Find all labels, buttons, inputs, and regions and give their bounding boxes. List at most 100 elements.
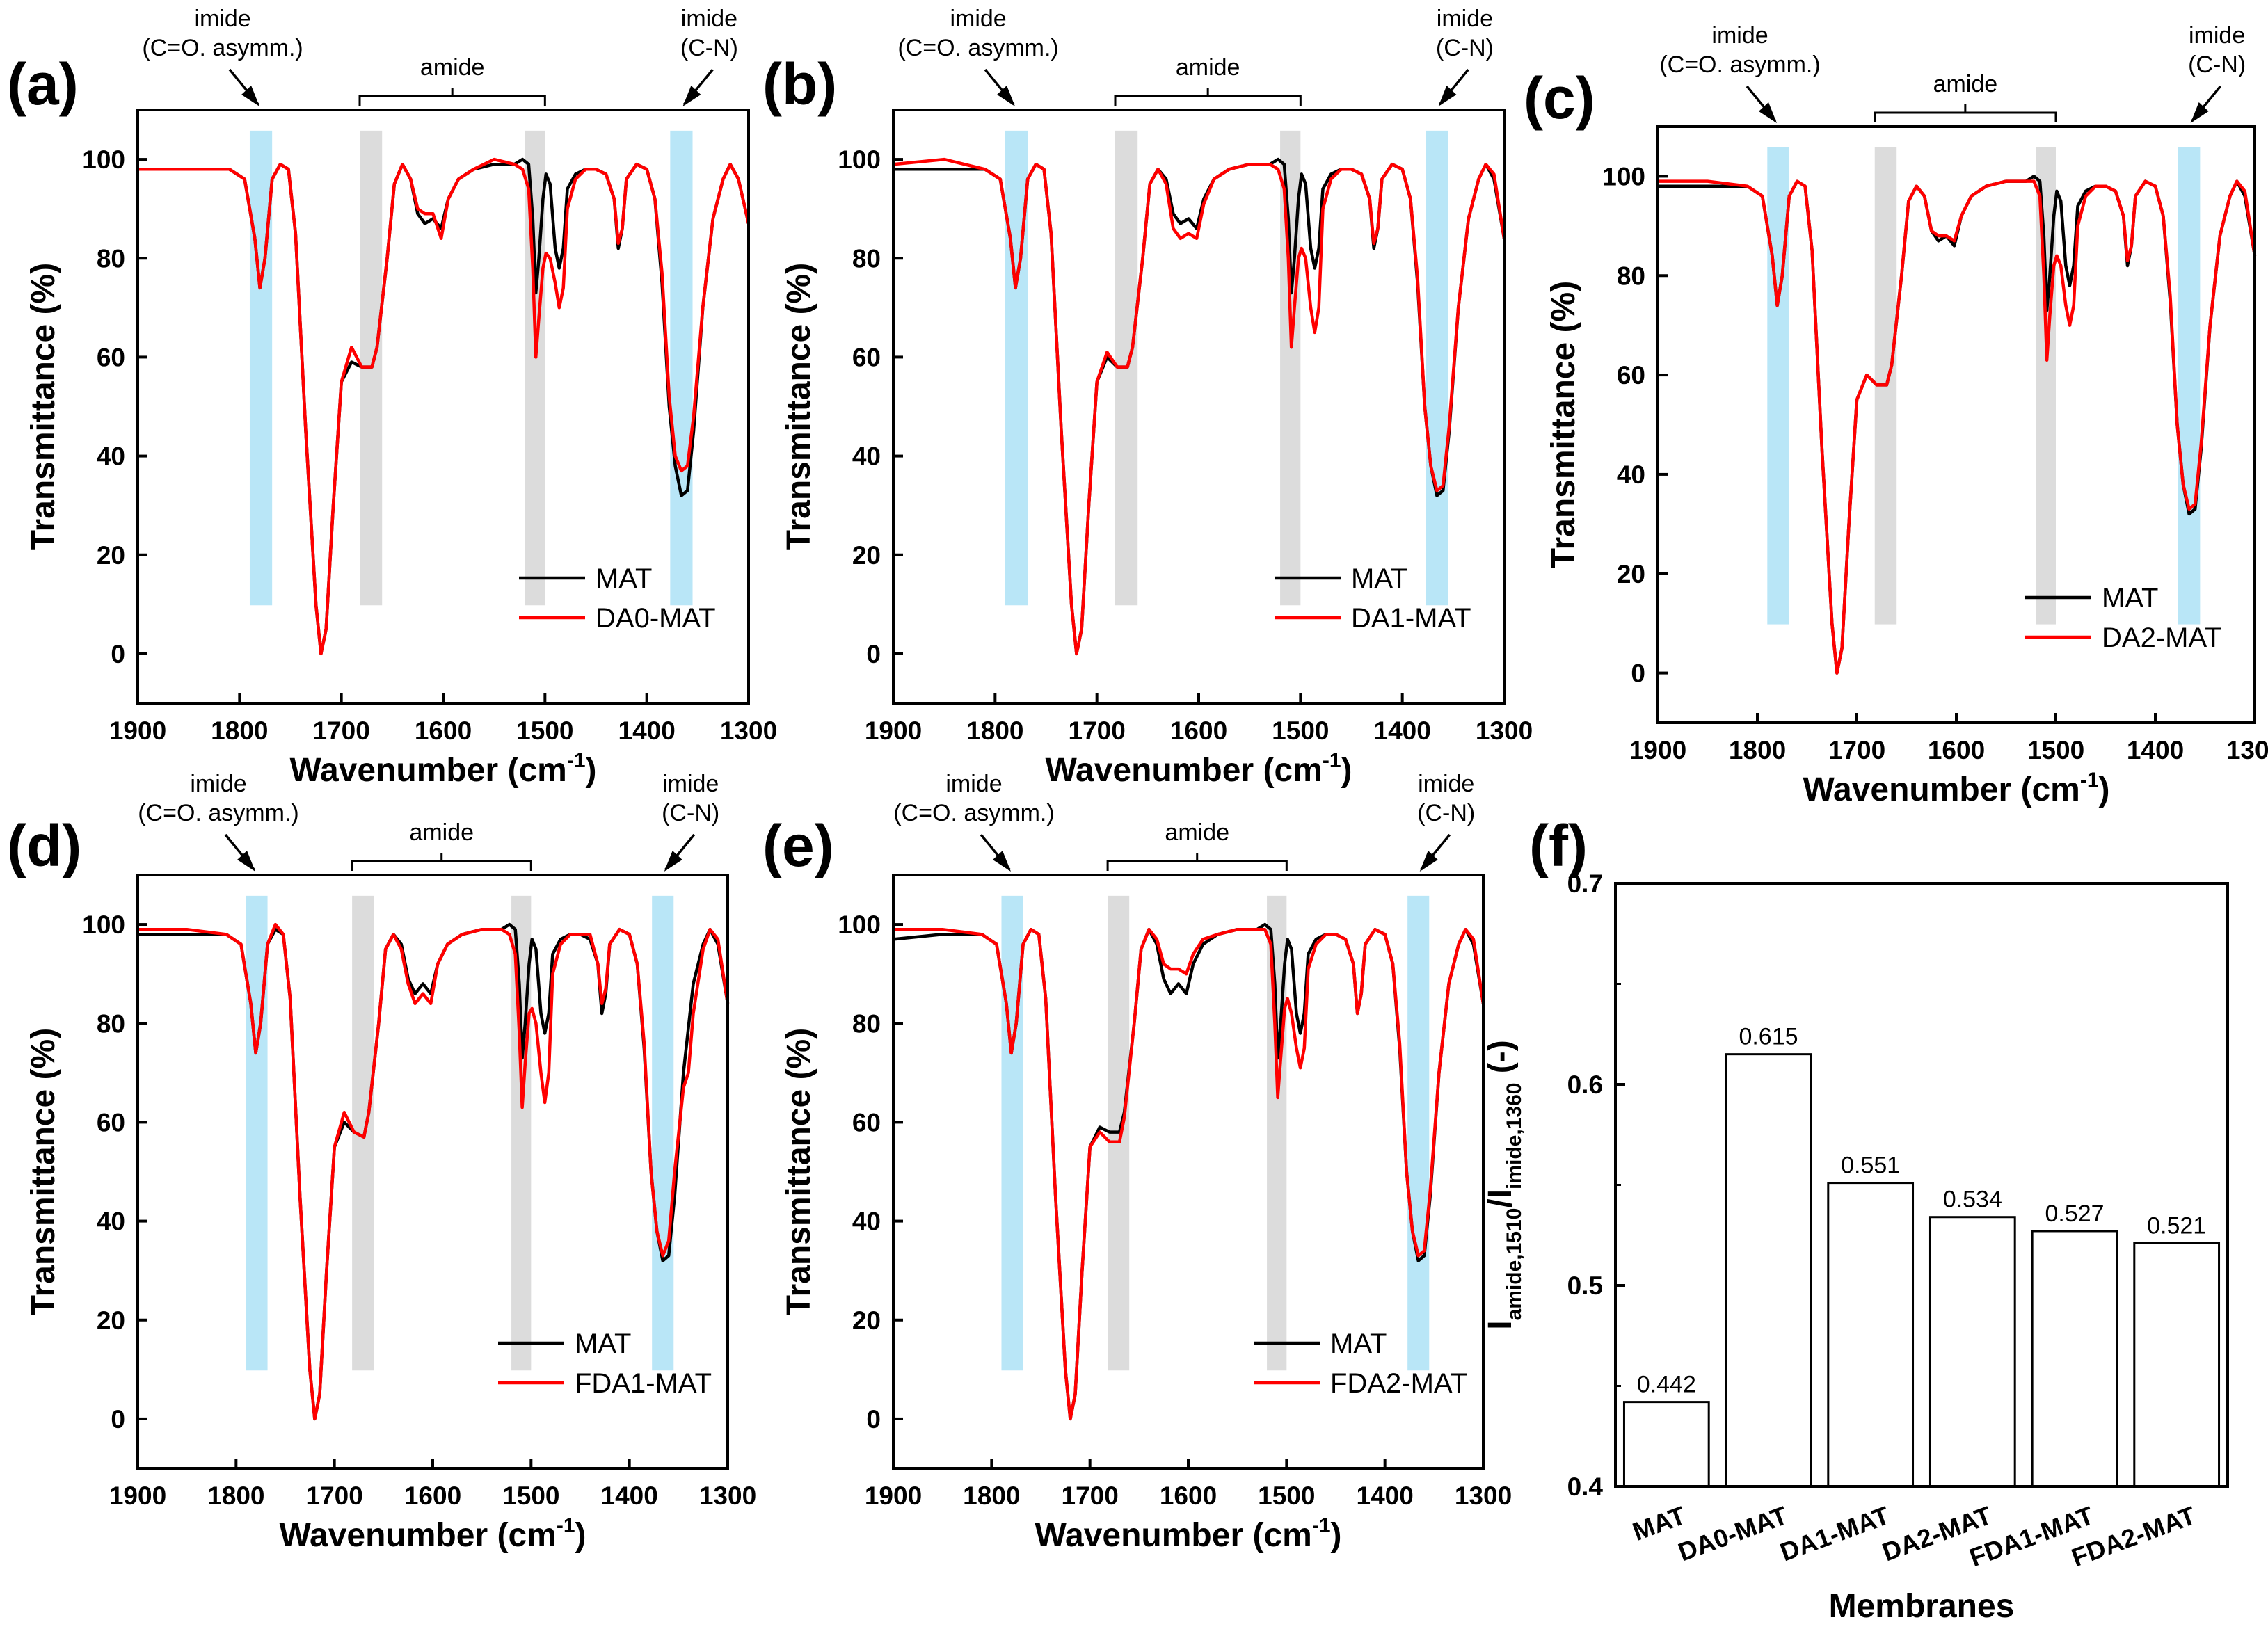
modified-series-line bbox=[893, 157, 1506, 656]
x-tick-label: 1300 bbox=[699, 1482, 756, 1510]
imide-annotation-line1: imide bbox=[194, 6, 250, 32]
spectrum-panel-4: 1900 1800 1700 1600 1500 1400 1300 0 20 40 60 80 100… bbox=[7, 771, 756, 1554]
spectrum-panel-5: 1900 1800 1700 1600 1500 1400 1300 0 20 40 60 80 100… bbox=[762, 771, 1512, 1554]
amide-bracket bbox=[358, 95, 546, 106]
y-tick-label: 20 bbox=[97, 541, 125, 570]
x-axis-title-main: Wavenumber (cm bbox=[290, 752, 567, 789]
y-tick-label: 100 bbox=[838, 145, 881, 174]
y-tick-label: 100 bbox=[1602, 162, 1645, 191]
x-tick-label: 1600 bbox=[404, 1482, 461, 1510]
x-tick-label: 1900 bbox=[865, 716, 922, 745]
y-axis-title-sub2: imide,1360 bbox=[1503, 1083, 1526, 1189]
bar-value-label: 0.615 bbox=[1739, 1024, 1798, 1050]
x-tick-label: 1400 bbox=[2127, 736, 2184, 764]
y-tick-label: 80 bbox=[97, 244, 125, 273]
arrow-head bbox=[237, 851, 256, 872]
x-tick-label: 1900 bbox=[109, 716, 166, 745]
x-axis-title: Wavenumber (cm-1) bbox=[1803, 769, 2110, 808]
imide-cn-annotation-line1: imide bbox=[2189, 22, 2245, 49]
x-axis-title: Wavenumber (cm-1) bbox=[1035, 1514, 1342, 1554]
y-tick-label: 0 bbox=[866, 1405, 881, 1434]
y-tick-label: 80 bbox=[852, 1009, 881, 1038]
imide-cn-annotation-line1: imide bbox=[681, 6, 737, 32]
arrow-head bbox=[993, 851, 1012, 872]
arrow-head bbox=[2190, 102, 2209, 123]
x-tick-label: 1700 bbox=[306, 1482, 363, 1510]
y-tick-label: 0 bbox=[866, 640, 881, 668]
panel-letter: (b) bbox=[762, 51, 837, 117]
x-tick-label: 1800 bbox=[966, 716, 1023, 745]
arrow-head bbox=[1419, 851, 1438, 872]
x-category-label: DA0-MAT bbox=[1675, 1501, 1791, 1567]
imide-cn-annotation-line1: imide bbox=[662, 771, 719, 797]
imide-cn-annotation-line2: (C-N) bbox=[1417, 800, 1475, 826]
panel-letter: (d) bbox=[7, 813, 81, 878]
y-tick-label: 0.4 bbox=[1567, 1472, 1604, 1501]
y-axis-title: Transmittance (%) bbox=[1545, 281, 1582, 568]
x-tick-label: 1700 bbox=[1069, 716, 1126, 745]
x-axis-title: Membranes bbox=[1829, 1588, 2015, 1625]
modified-series-line bbox=[1658, 179, 2257, 675]
x-axis-title-main: Wavenumber (cm bbox=[1046, 752, 1323, 789]
imide-band bbox=[2178, 147, 2201, 625]
spectrum-panel-1: 1900 1800 1700 1600 1500 1400 1300 0 20 40 60 80 100… bbox=[7, 6, 777, 789]
x-axis-title: Wavenumber (cm-1) bbox=[280, 1514, 586, 1554]
y-tick-label: 0 bbox=[1631, 659, 1645, 688]
legend-label: MAT bbox=[575, 1329, 631, 1359]
imide-annotation-line1: imide bbox=[950, 6, 1006, 32]
x-axis-title-sup: -1 bbox=[557, 1514, 575, 1537]
imide-annotation-line1: imide bbox=[1711, 22, 1768, 49]
y-tick-label: 20 bbox=[97, 1306, 125, 1335]
modified-series-line bbox=[138, 922, 730, 1421]
bar bbox=[1622, 1401, 1710, 1488]
y-tick-label: 100 bbox=[82, 910, 125, 939]
x-tick-label: 1400 bbox=[618, 716, 676, 745]
y-tick-label: 60 bbox=[1617, 361, 1645, 390]
amide-bracket bbox=[351, 860, 532, 871]
y-axis-title: Iamide,1510/Iimide,1360 (-) bbox=[1482, 1040, 1526, 1330]
imide-cn-annotation-line2: (C-N) bbox=[680, 35, 738, 61]
legend-label: FDA1-MAT bbox=[575, 1368, 712, 1399]
y-axis-title: Transmittance (%) bbox=[25, 263, 62, 550]
imide-annotation-line1: imide bbox=[945, 771, 1002, 797]
amide-annotation: amide bbox=[420, 54, 485, 81]
modified-series-line bbox=[138, 157, 751, 656]
imide-band bbox=[1407, 895, 1430, 1371]
spectrum-panel-3: 1900 1800 1700 1600 1500 1400 1300 0 20 40 60 80 100… bbox=[1524, 22, 2268, 808]
x-tick-label: 1300 bbox=[1455, 1482, 1512, 1510]
x-tick-label: 1300 bbox=[2226, 736, 2268, 764]
y-tick-label: 80 bbox=[97, 1009, 125, 1038]
x-axis-title-close: ) bbox=[586, 752, 597, 789]
arrow-head bbox=[1759, 102, 1778, 123]
arrow-head bbox=[241, 86, 260, 106]
spectrum-panel-2: 1900 1800 1700 1600 1500 1400 1300 0 20 40 60 80 100… bbox=[762, 6, 1533, 789]
imide-band bbox=[652, 895, 674, 1371]
y-tick-label: 0.5 bbox=[1567, 1271, 1603, 1300]
x-tick-label: 1500 bbox=[1258, 1482, 1315, 1510]
y-axis-title: Transmittance (%) bbox=[781, 1028, 817, 1315]
x-axis-title: Wavenumber (cm-1) bbox=[1046, 749, 1352, 789]
y-tick-label: 20 bbox=[852, 1306, 881, 1335]
arrow-head bbox=[682, 86, 701, 106]
x-tick-label: 1500 bbox=[516, 716, 573, 745]
x-tick-label: 1700 bbox=[1828, 736, 1885, 764]
imide-annotation-line2: (C=O. asymm.) bbox=[1659, 51, 1820, 78]
x-tick-label: 1300 bbox=[1476, 716, 1533, 745]
bar bbox=[2031, 1230, 2118, 1488]
y-tick-label: 40 bbox=[1617, 460, 1645, 489]
x-tick-label: 1900 bbox=[1629, 736, 1686, 764]
y-tick-label: 100 bbox=[82, 145, 125, 174]
x-tick-label: 1500 bbox=[1272, 716, 1329, 745]
arrow-head bbox=[664, 851, 682, 872]
y-tick-label: 80 bbox=[852, 244, 881, 273]
imide-cn-annotation-line2: (C-N) bbox=[1436, 35, 1494, 61]
amide-annotation: amide bbox=[1933, 71, 1998, 97]
panel-letter: (f) bbox=[1529, 813, 1588, 878]
legend-label: MAT bbox=[2102, 583, 2158, 613]
y-tick-label: 60 bbox=[97, 343, 125, 371]
y-tick-label: 20 bbox=[1617, 560, 1645, 588]
x-axis-title-close: ) bbox=[1331, 1517, 1342, 1554]
legend-label: FDA2-MAT bbox=[1330, 1368, 1467, 1399]
x-tick-label: 1400 bbox=[1374, 716, 1431, 745]
